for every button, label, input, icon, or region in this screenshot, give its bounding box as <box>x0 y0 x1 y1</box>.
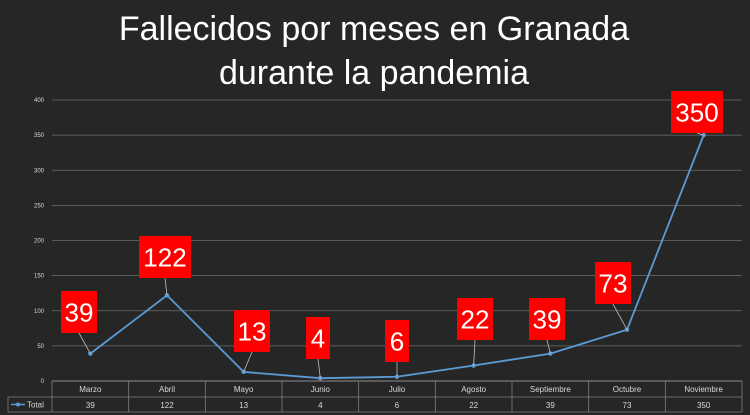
x-tick-label-noviembre: Noviembre <box>684 385 723 394</box>
x-tick-label-octubre: Octubre <box>613 385 642 394</box>
table-value-abril: 122 <box>160 401 174 410</box>
table-value-noviembre: 350 <box>697 401 711 410</box>
data-label-julio: 6 <box>390 326 404 356</box>
table-value-mayo: 13 <box>239 401 248 410</box>
y-tick-label-300: 300 <box>34 168 45 174</box>
data-label-septiembre: 39 <box>533 304 562 334</box>
table-value-junio: 4 <box>318 401 323 410</box>
callout-leader-noviembre <box>696 132 704 136</box>
x-tick-label-abril: Abril <box>159 385 175 394</box>
y-tick-label-400: 400 <box>34 98 45 104</box>
callout-box-noviembre <box>671 91 723 133</box>
x-tick-label-junio: Junio <box>311 385 331 394</box>
callout-box-mayo <box>234 310 270 352</box>
table-value-julio: 6 <box>395 401 400 410</box>
data-label-noviembre: 350 <box>675 97 718 127</box>
y-tick-label-0: 0 <box>41 379 45 385</box>
callout-box-julio <box>385 320 409 362</box>
callout-box-abril <box>139 236 191 278</box>
y-axis: 0 50 100 150 200 250 300 350 400 <box>34 98 45 385</box>
chart-title-line-1: Fallecidos por meses en Granada <box>119 10 629 48</box>
y-tick-label-100: 100 <box>34 309 45 315</box>
callout-leader-agosto <box>473 339 476 366</box>
callout-box-junio <box>306 317 330 359</box>
legend-label-total: Total <box>27 401 44 410</box>
data-label-marzo: 39 <box>65 297 94 327</box>
callout-leader-junio <box>317 358 321 379</box>
y-tick-label-250: 250 <box>34 203 45 209</box>
data-label-agosto: 22 <box>461 304 490 334</box>
x-tick-label-mayo: Mayo <box>234 385 254 394</box>
x-tick-label-agosto: Agosto <box>461 385 486 394</box>
data-label-callouts: 39 122 13 4 6 22 39 73 350 <box>61 91 723 379</box>
y-tick-label-50: 50 <box>37 344 44 350</box>
data-label-octubre: 73 <box>599 268 628 298</box>
y-tick-label-150: 150 <box>34 274 45 280</box>
y-tick-label-200: 200 <box>34 239 45 245</box>
chart-title-line-2: durante la pandemia <box>219 54 529 92</box>
callout-box-agosto <box>457 298 493 340</box>
data-label-junio: 4 <box>311 323 325 353</box>
callout-box-septiembre <box>529 298 565 340</box>
table-value-marzo: 39 <box>86 401 95 410</box>
callout-box-octubre <box>595 262 631 304</box>
callout-leader-septiembre <box>546 339 551 354</box>
callout-leader-octubre <box>612 303 628 330</box>
x-tick-label-septiembre: Septiembre <box>530 385 571 394</box>
x-tick-label-julio: Julio <box>389 385 406 394</box>
callout-leader-marzo <box>78 332 91 354</box>
callout-leader-mayo <box>243 351 253 373</box>
legend-key-marker <box>16 402 20 407</box>
data-label-mayo: 13 <box>238 316 267 346</box>
table-value-octubre: 73 <box>623 401 632 410</box>
y-tick-label-350: 350 <box>34 133 45 139</box>
table-value-septiembre: 39 <box>546 401 555 410</box>
table-value-agosto: 22 <box>469 401 478 410</box>
data-table: Marzo 39 Abril 122 Mayo 13 Junio 4 Julio 6 Agosto 2… <box>7 381 743 413</box>
callout-box-marzo <box>61 291 97 333</box>
data-label-abril: 122 <box>143 242 186 272</box>
callout-leader-abril <box>164 277 168 296</box>
x-tick-label-marzo: Marzo <box>79 385 102 394</box>
